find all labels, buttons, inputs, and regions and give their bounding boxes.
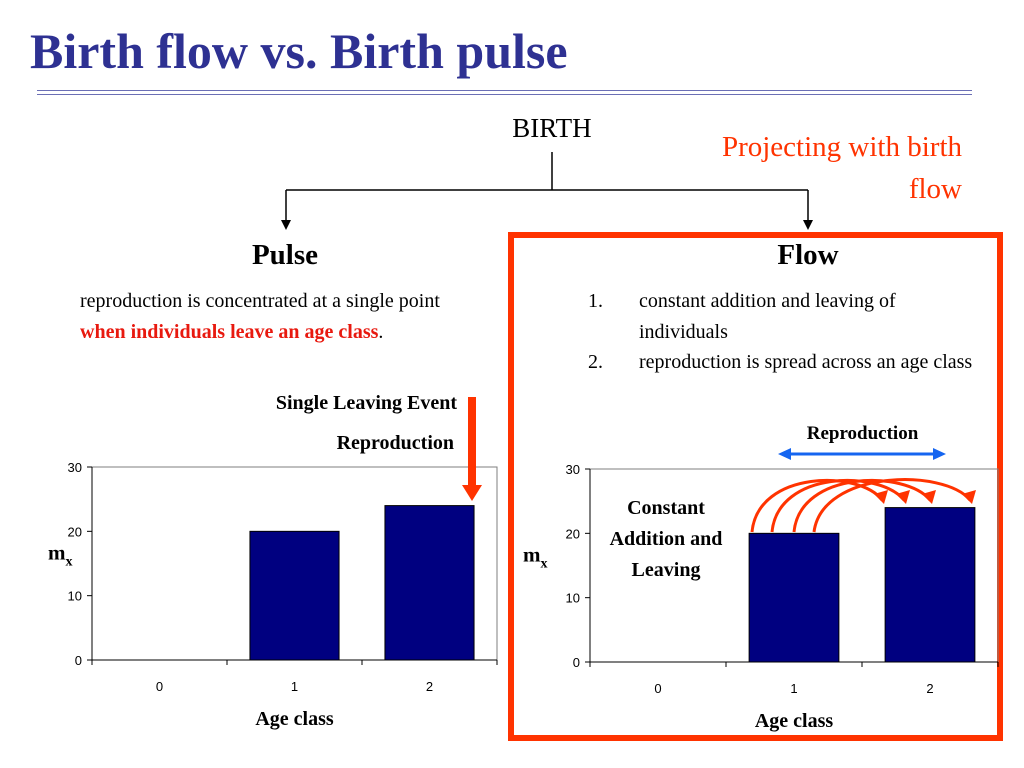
pulse-chart-y-axis-title: mx	[48, 541, 73, 570]
flow-item-text: constant addition and leaving of individ…	[639, 290, 896, 343]
flow-chart-x-axis-title: Age class	[755, 710, 834, 732]
flow-list-item: 2. reproduction is spread across an age …	[588, 347, 978, 378]
pulse-text-emphasis: when individuals leave an age class	[80, 321, 379, 343]
pulse-chart-y-tick-label: 0	[75, 653, 82, 668]
pulse-chart-bar	[384, 505, 475, 661]
pulse-chart-y-tick-label: 20	[68, 524, 82, 539]
flow-chart-bar	[748, 532, 840, 663]
constant-addition-note: Constant Addition and Leaving	[609, 497, 723, 581]
pulse-reproduction-note: Reproduction	[336, 432, 454, 454]
flow-item-number: 1.	[588, 290, 603, 312]
flow-chart-x-tick-label: 0	[654, 681, 661, 696]
slide-title: Birth flow vs. Birth pulse	[30, 23, 568, 79]
callout-text: Projecting with birth flow	[721, 131, 962, 205]
pulse-red-arrow	[462, 397, 482, 501]
pulse-chart-x-tick-label: 0	[156, 679, 163, 694]
flow-highlight-frame	[508, 232, 1003, 741]
pulse-description: reproduction is concentrated at a single…	[80, 286, 490, 348]
pulse-title: Pulse	[251, 239, 319, 271]
flow-chart-y-axis-title: mx	[523, 543, 548, 572]
constant-addition-arcs	[750, 478, 976, 533]
flow-chart-x-tick-label: 2	[926, 681, 933, 696]
flow-chart-y-tick-label: 0	[573, 655, 580, 670]
pulse-text-start: reproduction is concentrated at a single…	[80, 290, 440, 312]
flow-chart-y-tick-label: 30	[566, 462, 580, 477]
flow-chart-y-tick-label: 10	[566, 591, 580, 606]
single-leaving-event-note: Single Leaving Event	[275, 392, 457, 414]
flow-item-number: 2.	[588, 351, 603, 373]
title-rule-top	[37, 90, 972, 91]
pulse-chart-y-tick-label: 10	[68, 589, 82, 604]
flow-reproduction-note: Reproduction	[806, 423, 919, 444]
flow-list-item: 1. constant addition and leaving of indi…	[588, 286, 978, 348]
pulse-chart-bar	[249, 530, 340, 661]
flow-item-text: reproduction is spread across an age cla…	[639, 351, 973, 373]
pulse-chart-x-axis-title: Age class	[255, 708, 334, 730]
title-rule-bottom	[37, 94, 972, 95]
pulse-chart-x-tick-label: 2	[426, 679, 433, 694]
arrow-to-pulse	[281, 220, 291, 230]
flow-chart-x-tick-label: 1	[790, 681, 797, 696]
flow-chart-bar	[884, 507, 976, 663]
pulse-chart-y-tick-label: 30	[68, 460, 82, 475]
pulse-chart-x-tick-label: 1	[291, 679, 298, 694]
arrow-to-flow	[803, 220, 813, 230]
birth-root-label: BIRTH	[512, 113, 592, 143]
pulse-text-end: .	[378, 321, 384, 343]
flow-chart-y-tick-label: 20	[566, 526, 580, 541]
reproduction-span-arrow	[778, 448, 946, 460]
flow-title: Flow	[777, 239, 839, 271]
